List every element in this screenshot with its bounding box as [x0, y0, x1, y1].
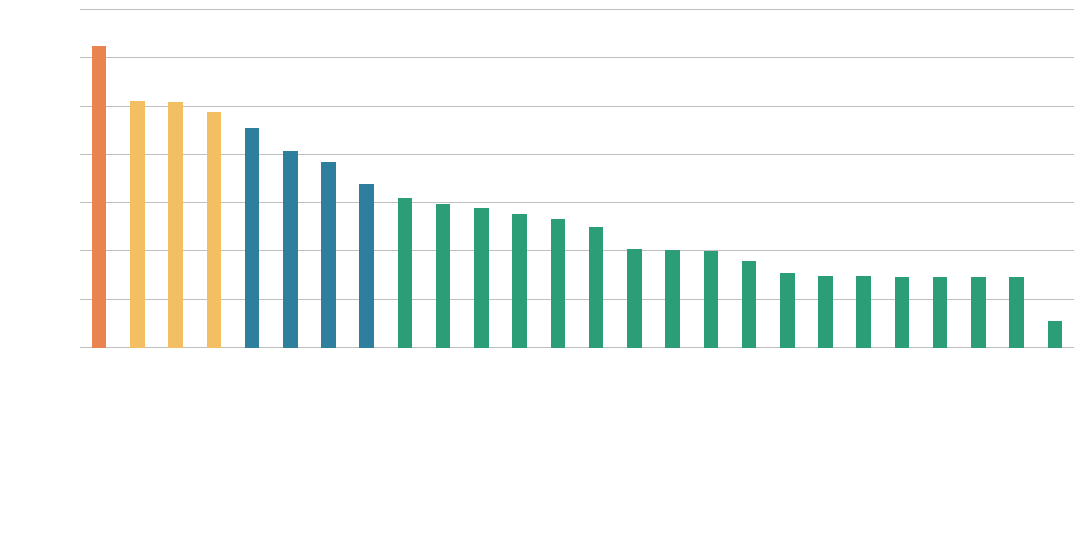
bar-slot [348, 10, 386, 348]
bar-slot [1036, 10, 1074, 348]
bar [359, 184, 374, 348]
bar [627, 249, 642, 348]
bar-slot [998, 10, 1036, 348]
bar [1048, 321, 1063, 348]
bar-slot [959, 10, 997, 348]
bar [321, 162, 336, 348]
bar-slot [195, 10, 233, 348]
bar [589, 227, 604, 348]
plot-area [80, 10, 1074, 348]
bar [130, 101, 145, 348]
bar [512, 214, 527, 348]
bar [398, 198, 413, 348]
bar [780, 273, 795, 348]
bar-slot [386, 10, 424, 348]
bar-slot [845, 10, 883, 348]
bar [742, 261, 757, 348]
bar-slot [424, 10, 462, 348]
bar [818, 276, 833, 348]
bar [895, 277, 910, 348]
bar [704, 251, 719, 348]
bar-slot [156, 10, 194, 348]
bar [933, 277, 948, 348]
bar [207, 112, 222, 348]
bar-slot [806, 10, 844, 348]
bar [245, 128, 260, 348]
bar-slot [883, 10, 921, 348]
bar-slot [80, 10, 118, 348]
bar [971, 277, 986, 348]
bar-slot [615, 10, 653, 348]
bar-slot [768, 10, 806, 348]
bar-slot [692, 10, 730, 348]
bar [856, 276, 871, 348]
bar-slot [577, 10, 615, 348]
bar [551, 219, 566, 348]
bar-slot [309, 10, 347, 348]
bar [474, 208, 489, 348]
bars-layer [80, 10, 1074, 348]
bar-slot [233, 10, 271, 348]
bar-chart [0, 0, 1080, 543]
bar-slot [921, 10, 959, 348]
bar [168, 102, 183, 348]
bar-slot [118, 10, 156, 348]
bar-slot [653, 10, 691, 348]
bar-slot [501, 10, 539, 348]
bar [92, 46, 107, 348]
bar-slot [462, 10, 500, 348]
bar [283, 151, 298, 348]
bar [665, 250, 680, 348]
bar [436, 204, 451, 348]
bar-slot [730, 10, 768, 348]
bar [1009, 277, 1024, 348]
bar-slot [271, 10, 309, 348]
bar-slot [539, 10, 577, 348]
